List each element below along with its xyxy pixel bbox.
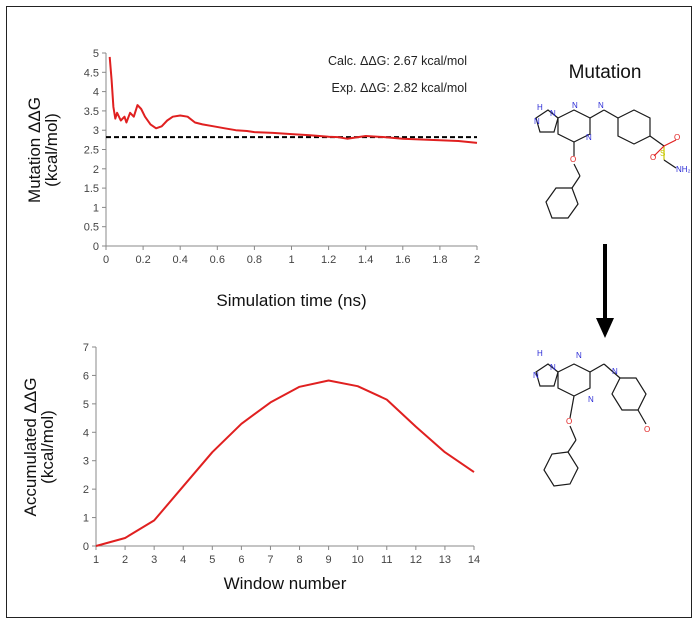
svg-text:N: N bbox=[533, 371, 539, 380]
y-tick-label: 0 bbox=[83, 541, 89, 553]
x-tick-label: 10 bbox=[352, 554, 364, 566]
x-tick-label: 4 bbox=[180, 554, 186, 566]
x-tick-label: 0 bbox=[103, 254, 109, 266]
figure-frame bbox=[6, 6, 692, 618]
y-tick-label: 7 bbox=[83, 342, 89, 354]
x-tick-label: 1.6 bbox=[395, 254, 410, 266]
y-axis-label: Accumulated ΔΔG(kcal/mol) bbox=[21, 378, 57, 517]
svg-text:N: N bbox=[586, 133, 592, 142]
y-tick-label: 1.5 bbox=[84, 183, 99, 195]
y-tick-label: 3 bbox=[93, 125, 99, 137]
svg-text:N: N bbox=[550, 109, 556, 118]
x-tick-label: 12 bbox=[410, 554, 422, 566]
svg-text:O: O bbox=[566, 417, 572, 426]
svg-text:S: S bbox=[660, 149, 665, 158]
y-tick-label: 5 bbox=[93, 48, 99, 60]
y-axis-label-line: (kcal/mol) bbox=[42, 113, 61, 187]
mutation-arrow bbox=[596, 244, 614, 338]
x-tick-label: 2 bbox=[474, 254, 480, 266]
x-tick-label: 0.8 bbox=[247, 254, 262, 266]
x-tick-label: 1 bbox=[93, 554, 99, 566]
svg-text:O: O bbox=[570, 155, 576, 164]
x-tick-label: 14 bbox=[468, 554, 480, 566]
y-tick-label: 5 bbox=[83, 399, 89, 411]
series-line bbox=[95, 379, 475, 547]
x-tick-label: 3 bbox=[151, 554, 157, 566]
y-tick-label: 4 bbox=[83, 427, 89, 439]
scheme-title: Mutation bbox=[569, 62, 642, 83]
svg-text:N: N bbox=[572, 101, 578, 110]
x-tick-label: 1 bbox=[288, 254, 294, 266]
y-tick-label: 2 bbox=[83, 484, 89, 496]
y-tick-label: 6 bbox=[83, 370, 89, 382]
y-tick-label: 1 bbox=[83, 513, 89, 525]
y-axis-label-line: (kcal/mol) bbox=[38, 410, 57, 484]
top-chart: 0 0.5 1 1.5 2 2.5 3 3.5 4 4.5 5 0 0.2 0.4 0.6 0.8 1 1.2 1.… bbox=[25, 48, 480, 310]
svg-text:N: N bbox=[550, 363, 556, 372]
x-tick-label: 1.8 bbox=[432, 254, 447, 266]
svg-text:O: O bbox=[650, 153, 656, 162]
svg-text:N: N bbox=[612, 367, 618, 376]
svg-text:H: H bbox=[537, 103, 543, 112]
x-tick-label: 0.2 bbox=[135, 254, 150, 266]
x-tick-label: 11 bbox=[381, 554, 392, 566]
x-tick-label: 5 bbox=[209, 554, 215, 566]
x-axis-label: Simulation time (ns) bbox=[216, 291, 366, 310]
svg-text:N: N bbox=[598, 101, 604, 110]
x-tick-label: 0.4 bbox=[173, 254, 188, 266]
y-tick-label: 4.5 bbox=[84, 67, 99, 79]
svg-text:N: N bbox=[576, 351, 582, 360]
annotation-1: Calc. ΔΔG: 2.67 kcal/mol bbox=[328, 54, 467, 68]
molecule-bottom: H N N N N N O O bbox=[533, 349, 650, 487]
x-tick-label: 7 bbox=[267, 554, 273, 566]
series-line bbox=[108, 56, 478, 144]
svg-text:H: H bbox=[537, 349, 543, 358]
x-tick-label: 9 bbox=[326, 554, 332, 566]
x-tick-label: 6 bbox=[238, 554, 244, 566]
y-tick-label: 0.5 bbox=[84, 222, 99, 234]
x-axis-label: Window number bbox=[224, 574, 347, 593]
y-axis-label-line: Mutation ΔΔG bbox=[25, 97, 44, 203]
annotation-2: Exp. ΔΔG: 2.82 kcal/mol bbox=[332, 81, 468, 95]
y-tick-label: 0 bbox=[93, 241, 99, 253]
x-tick-label: 1.2 bbox=[321, 254, 336, 266]
x-tick-label: 1.4 bbox=[358, 254, 373, 266]
x-tick-label: 13 bbox=[439, 554, 451, 566]
y-tick-label: 1 bbox=[93, 202, 99, 214]
y-tick-label: 4 bbox=[93, 87, 99, 99]
svg-text:O: O bbox=[674, 133, 680, 142]
x-tick-label: 2 bbox=[122, 554, 128, 566]
svg-text:N: N bbox=[534, 117, 540, 126]
x-tick-label: 0.6 bbox=[210, 254, 225, 266]
svg-text:NH₂: NH₂ bbox=[676, 165, 691, 174]
y-tick-label: 3 bbox=[83, 456, 89, 468]
y-tick-label: 3.5 bbox=[84, 106, 99, 118]
y-axis-label-line: Accumulated ΔΔG bbox=[21, 378, 40, 517]
y-tick-label: 2.5 bbox=[84, 145, 99, 157]
y-axis-label: Mutation ΔΔG(kcal/mol) bbox=[25, 97, 61, 203]
svg-text:O: O bbox=[644, 425, 650, 434]
molecule-top: H N N N N N O S O O NH₂ bbox=[534, 101, 691, 219]
y-tick-label: 2 bbox=[93, 164, 99, 176]
x-tick-label: 8 bbox=[296, 554, 302, 566]
svg-text:N: N bbox=[588, 395, 594, 404]
